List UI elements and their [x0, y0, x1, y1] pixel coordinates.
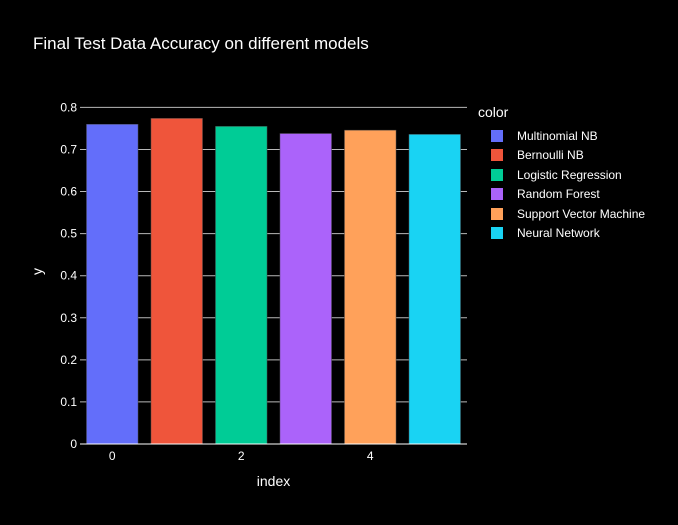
legend-item[interactable]: Random Forest	[478, 185, 645, 205]
legend-label: Logistic Regression	[517, 167, 622, 182]
bar[interactable]	[215, 126, 268, 445]
legend-item[interactable]: Multinomial NB	[478, 126, 645, 146]
bar[interactable]	[344, 129, 397, 445]
chart-title: Final Test Data Accuracy on different mo…	[33, 34, 369, 53]
legend-label: Multinomial NB	[517, 128, 598, 143]
y-tick-label: 0.6	[60, 185, 77, 199]
bar[interactable]	[86, 123, 139, 445]
y-tick-label: 0.7	[60, 142, 77, 156]
legend-title: color	[478, 104, 509, 120]
legend-item[interactable]: Support Vector Machine	[478, 204, 645, 224]
y-tick-label: 0.8	[60, 100, 77, 114]
legend-item[interactable]: Neural Network	[478, 224, 645, 244]
y-tick-labels: 0 0.1 0.2 0.3 0.4 0.5 0.6 0.7 0.8	[60, 100, 77, 451]
legend-label: Bernoulli NB	[517, 148, 584, 163]
legend-label: Random Forest	[517, 187, 600, 202]
bars[interactable]	[86, 118, 461, 445]
legend-swatch	[491, 188, 503, 201]
legend-item[interactable]: Bernoulli NB	[478, 146, 645, 166]
grid-lines	[80, 106, 467, 403]
x-tick-label: 0	[109, 449, 116, 463]
y-tick-label: 0.5	[60, 227, 77, 241]
bar[interactable]	[408, 134, 461, 445]
legend-swatch	[491, 227, 503, 240]
x-tick-label: 4	[367, 449, 374, 463]
legend-swatch	[491, 149, 503, 162]
bar[interactable]	[279, 133, 332, 445]
x-tick-labels: 0 2 4	[109, 449, 374, 463]
legend-item[interactable]: Logistic Regression	[478, 165, 645, 185]
legend-label: Support Vector Machine	[517, 206, 646, 221]
x-axis-label: index	[257, 473, 290, 489]
y-axis-label: y	[29, 268, 45, 275]
y-tick-label: 0.4	[60, 269, 77, 283]
legend-swatch	[491, 168, 503, 181]
y-tick-label: 0	[70, 437, 77, 451]
legend-items: Multinomial NB Bernoulli NB Logistic Regre…	[478, 126, 645, 243]
bar[interactable]	[150, 118, 203, 445]
x-tick-label: 2	[238, 449, 245, 463]
y-tick-label: 0.1	[60, 395, 77, 409]
y-tick-label: 0.2	[60, 353, 77, 367]
y-tick-label: 0.3	[60, 311, 77, 325]
legend-label: Neural Network	[517, 226, 600, 241]
legend-swatch	[491, 129, 503, 142]
legend-swatch	[491, 207, 503, 220]
legend: color Multinomial NB Bernoulli NB Logistic…	[478, 104, 645, 243]
